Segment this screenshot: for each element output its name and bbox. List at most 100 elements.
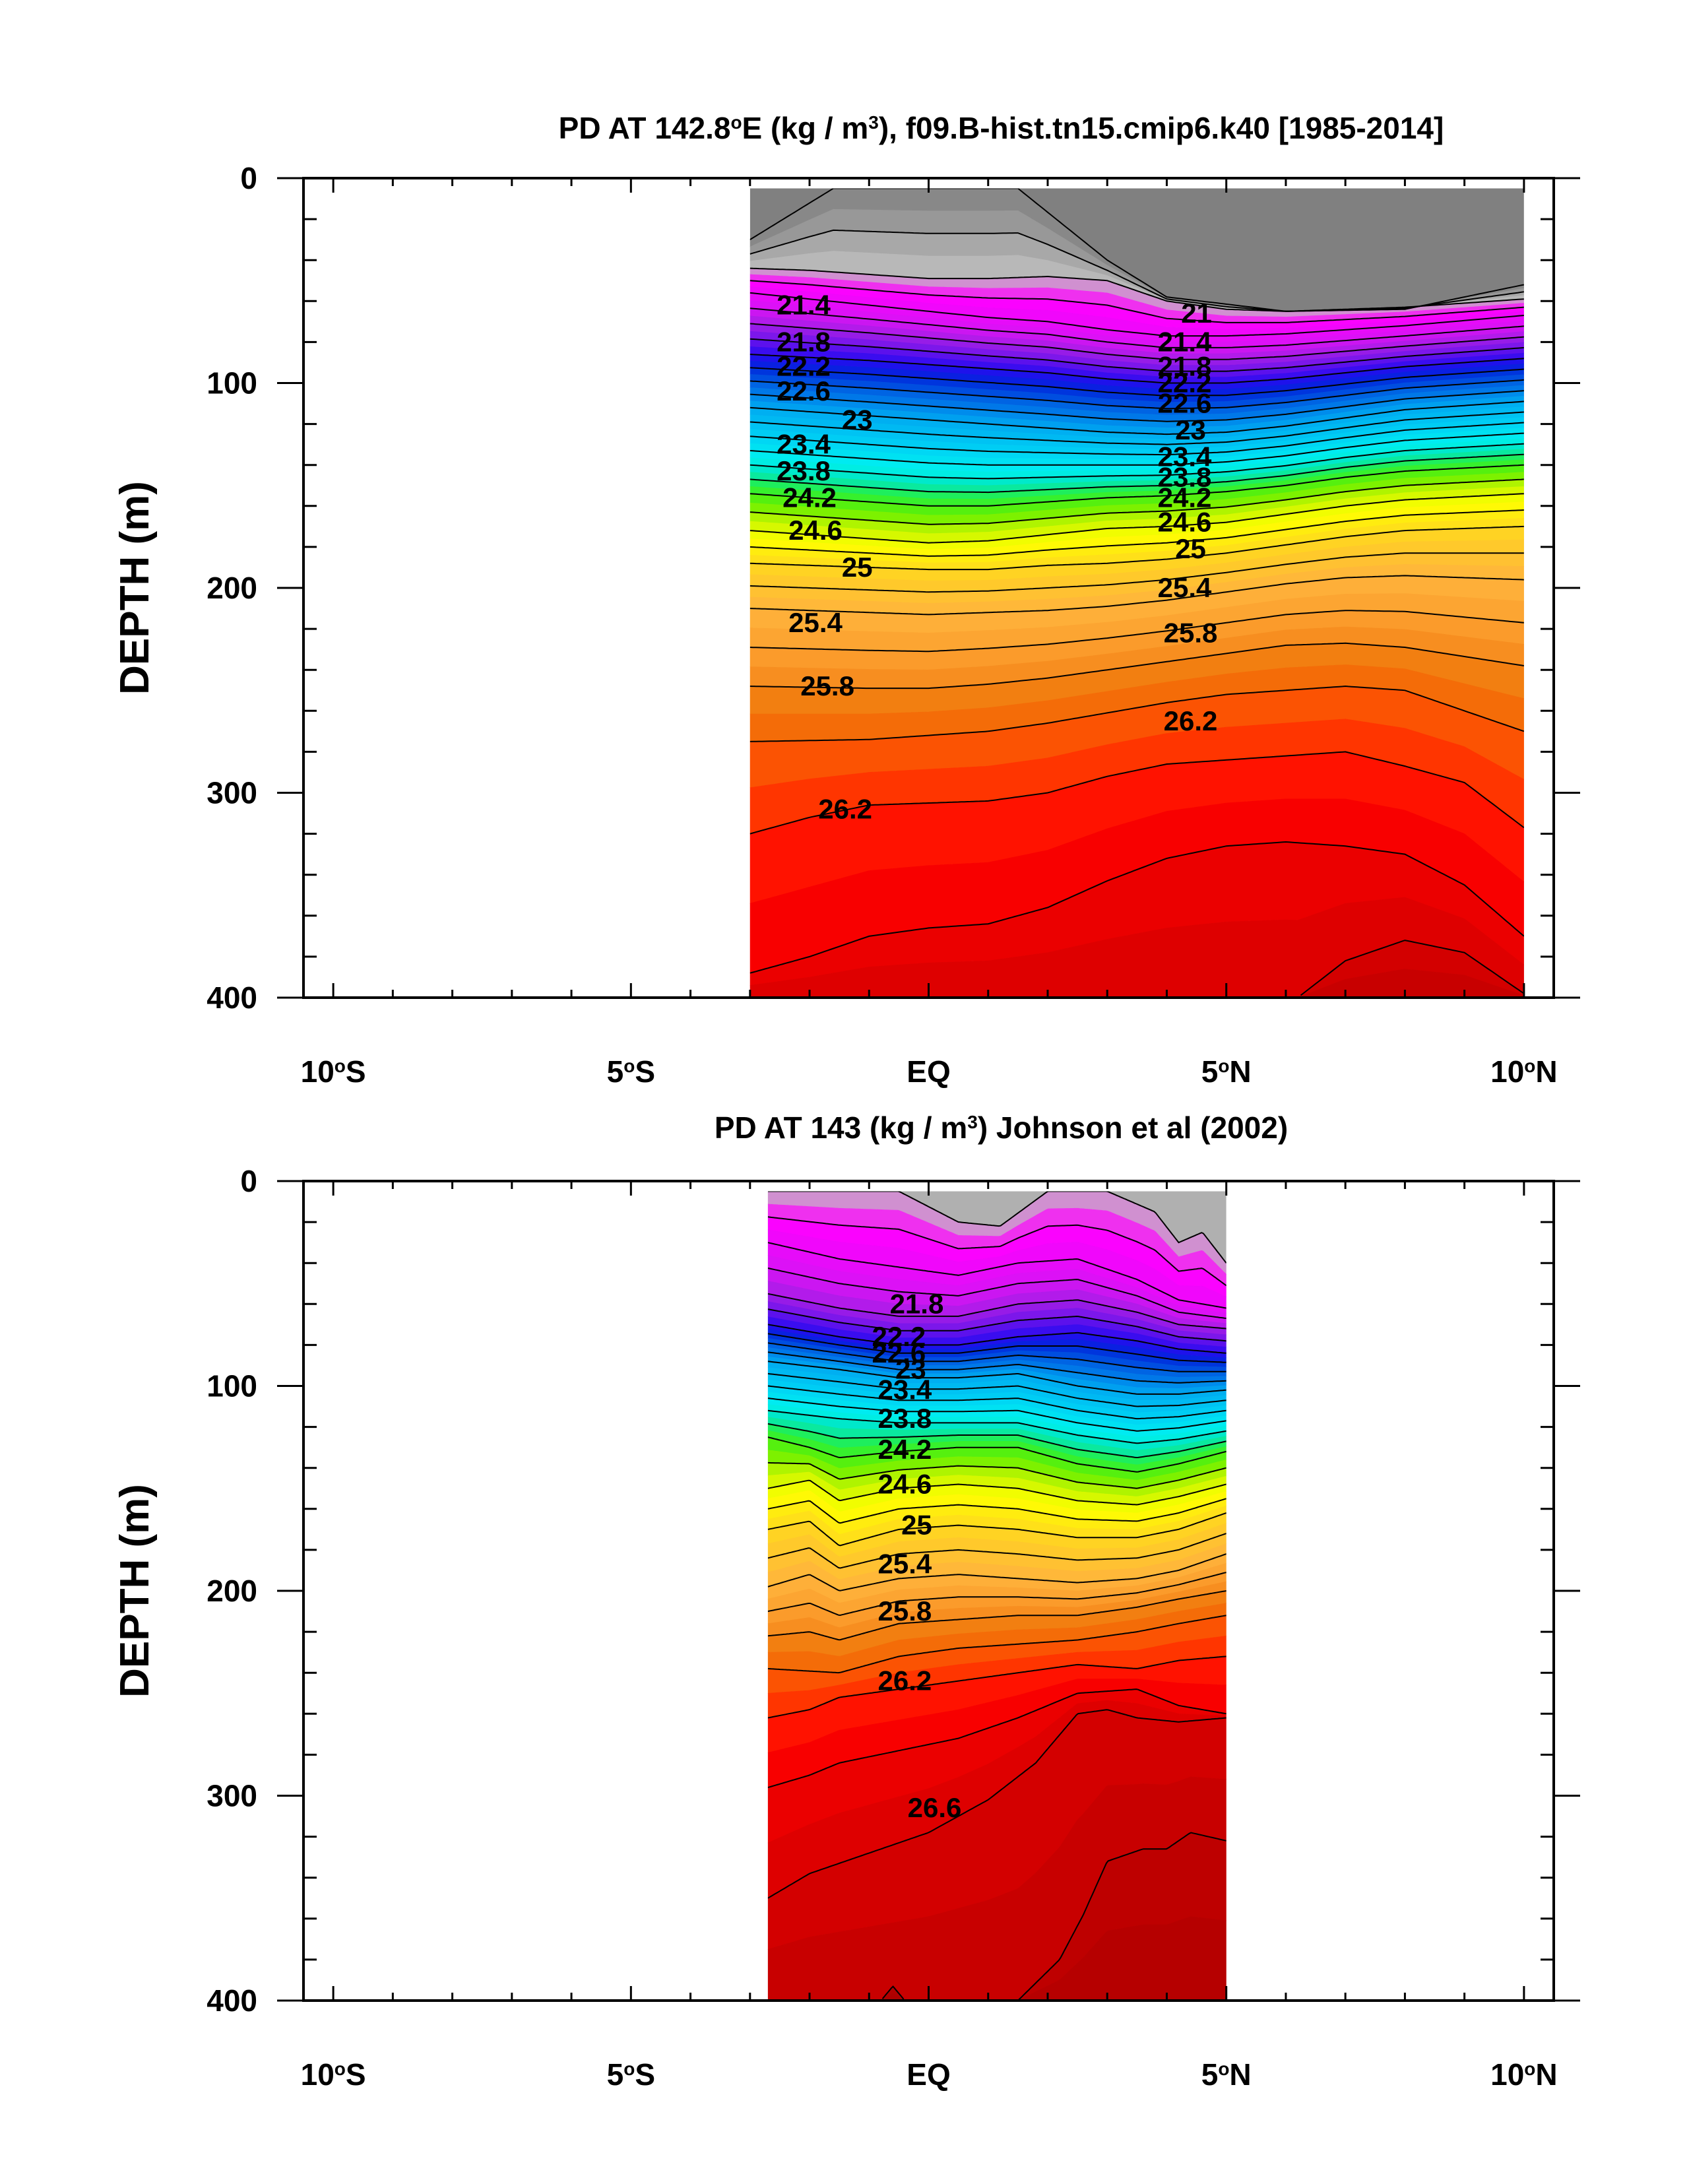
- contour-label: 23.4: [878, 1374, 932, 1405]
- contour-label: 26.6: [908, 1792, 962, 1823]
- isopycnal-line: [767, 1324, 1227, 1354]
- contour-label: 21.8: [777, 326, 831, 357]
- isopycnal-line: [749, 307, 1524, 348]
- y-tick-label: 200: [207, 1574, 257, 1608]
- isopycnal-line: [749, 464, 1524, 507]
- contour-label: 22.2: [1158, 368, 1212, 399]
- contour-label: 22.6: [872, 1337, 926, 1368]
- isopycnal-line: [749, 841, 1524, 974]
- y-axis-title: DEPTH (m): [112, 1484, 158, 1698]
- panel-1: 21.421.822.222.62323.423.824.224.62525.4…: [112, 111, 1580, 1089]
- isopycnal-line: [767, 1361, 1227, 1395]
- isopycnal-line: [767, 1342, 1227, 1372]
- x-tick-label: 10oN: [1490, 1054, 1558, 1089]
- contour-label: 22.6: [1158, 388, 1212, 419]
- y-axis: 0 100 200 300 400: [207, 1164, 1580, 2018]
- contour-label: 25: [901, 1510, 932, 1541]
- contour-label: 23.8: [777, 455, 831, 486]
- contour-label: 25.8: [800, 670, 854, 701]
- isopycnal-line: [1300, 940, 1524, 996]
- density-band: [767, 1916, 1227, 2001]
- contour-label: 24.2: [878, 1434, 932, 1465]
- density-band: [749, 188, 1524, 311]
- isopycnal-line: [767, 1655, 1227, 1719]
- x-tick-label: 10oS: [301, 2057, 366, 2092]
- isopycnal-line: [767, 1216, 1227, 1287]
- contour-lines: [749, 188, 1524, 996]
- isopycnal-line: [749, 478, 1524, 525]
- density-band: [767, 1832, 1227, 2001]
- isopycnal-line: [749, 685, 1524, 742]
- isopycnal-line: [749, 267, 1524, 312]
- isopycnal-line: [767, 1553, 1227, 1591]
- y-tick-label: 400: [207, 1983, 257, 2018]
- isopycnal-line: [881, 1985, 905, 2000]
- isopycnal-line: [767, 1572, 1227, 1617]
- isopycnal-line: [767, 1688, 1227, 1789]
- contour-label: 23: [1175, 414, 1206, 445]
- isopycnal-line: [749, 229, 1524, 312]
- isopycnal-line: [749, 390, 1524, 422]
- y-tick-label: 400: [207, 980, 257, 1015]
- isopycnal-line: [749, 401, 1524, 435]
- isopycnal-line: [749, 379, 1524, 410]
- contour-label: 22.2: [872, 1321, 926, 1352]
- isopycnal-line: [767, 1409, 1227, 1444]
- isopycnal-line: [749, 280, 1524, 323]
- x-axis: 10oS 5oS EQ 5oN 10oN: [301, 1181, 1558, 2092]
- isopycnal-line: [767, 1590, 1227, 1641]
- contour-label: 23.8: [1158, 461, 1212, 492]
- x-axis: 10oS 5oS EQ 5oN 10oN: [301, 178, 1558, 1089]
- x-tick-label: 10oS: [301, 1054, 366, 1089]
- isopycnal-line: [767, 1533, 1227, 1569]
- isopycnal-line: [749, 443, 1524, 480]
- isopycnal-line: [749, 453, 1524, 494]
- isopycnal-line: [749, 575, 1524, 616]
- isopycnal-line: [767, 1333, 1227, 1363]
- contour-label: 21.8: [1158, 351, 1212, 382]
- chart-title: PD AT 143 (kg / m3) Johnson et al (2002): [715, 1110, 1288, 1145]
- isopycnal-line: [767, 1498, 1227, 1524]
- isopycnal-line: [767, 1351, 1227, 1384]
- isopycnal-line: [767, 1461, 1227, 1489]
- isopycnal-line: [767, 1308, 1227, 1342]
- contour-label: 25.8: [878, 1595, 932, 1626]
- isopycnal-line: [749, 525, 1524, 571]
- isopycnal-line: [749, 292, 1524, 337]
- isopycnal-line: [767, 1709, 1227, 1899]
- contour-label: 25.4: [788, 607, 843, 638]
- isopycnal-line: [767, 1372, 1227, 1407]
- isopycnal-line: [767, 1397, 1227, 1432]
- density-band: [767, 1776, 1227, 2001]
- contour-label: 22.2: [777, 351, 831, 382]
- isopycnal-line: [767, 1436, 1227, 1473]
- density-band: [898, 1191, 1227, 1264]
- contour-label: 23.4: [777, 429, 831, 460]
- y-tick-label: 100: [207, 1369, 257, 1403]
- y-tick-label: 100: [207, 366, 257, 401]
- x-tick-label: 5oN: [1201, 2057, 1252, 2092]
- contour-label: 23.4: [1158, 441, 1212, 472]
- x-tick-label: EQ: [907, 2057, 950, 2092]
- contour-label: 24.2: [1158, 482, 1212, 513]
- contour-label: 21.4: [1158, 326, 1212, 357]
- isopycnal-line: [749, 509, 1524, 557]
- contour-label: 25: [1175, 533, 1206, 564]
- contour-labels: 21.421.822.222.62323.423.824.224.62525.4…: [777, 290, 1217, 825]
- isopycnal-line: [767, 1512, 1227, 1547]
- contour-label: 22.6: [777, 375, 831, 406]
- isopycnal-line: [749, 323, 1524, 360]
- x-tick-label: EQ: [907, 1054, 950, 1089]
- chart-title: PD AT 142.8oE (kg / m3), f09.B-hist.tn15…: [559, 111, 1444, 145]
- contour-label: 23: [895, 1354, 926, 1385]
- isopycnal-line: [1017, 1832, 1227, 2001]
- contour-label: 24.6: [878, 1469, 932, 1500]
- contour-label: 25.4: [878, 1549, 932, 1580]
- density-band: [749, 897, 1524, 998]
- contour-label: 21.8: [890, 1288, 944, 1319]
- contour-label: 26.2: [1164, 705, 1218, 736]
- isopycnal-line: [749, 367, 1524, 397]
